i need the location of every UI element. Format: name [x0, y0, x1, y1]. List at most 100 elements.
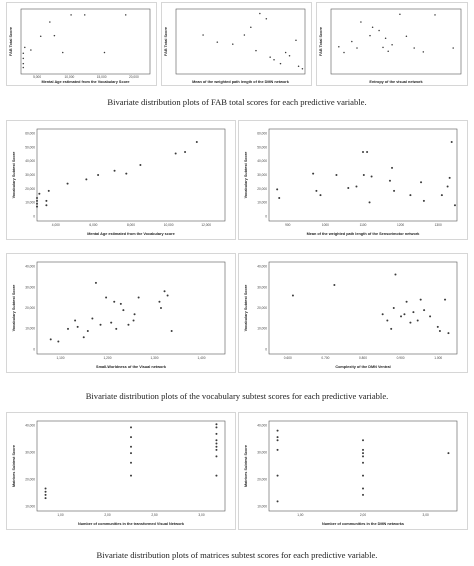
chart-svg-vocab-smallworld: 1,100 1,200 1,300 1,400 0 10,000 20,000 30,000 4… — [12, 261, 226, 369]
data-point — [139, 163, 142, 166]
data-point — [362, 174, 365, 176]
data-point — [366, 151, 369, 153]
data-point — [355, 185, 358, 188]
data-point — [276, 448, 279, 451]
y-tick-label: 30,000 — [257, 285, 267, 289]
data-point — [370, 175, 373, 178]
data-point — [387, 50, 389, 52]
data-point — [158, 300, 161, 303]
data-point — [166, 294, 169, 297]
x-tick-label: 12,000 — [201, 223, 211, 227]
y-tick-label: 20,000 — [257, 306, 267, 310]
data-point — [276, 439, 279, 442]
x-axis-label: Number of communities in the DMN network… — [322, 522, 404, 526]
data-point — [447, 452, 450, 455]
data-point — [452, 47, 454, 49]
data-point — [38, 192, 41, 195]
data-point — [130, 436, 132, 439]
data-point — [413, 47, 415, 49]
data-point — [232, 43, 234, 45]
data-point — [381, 313, 384, 316]
x-axis-label: Mean of the weighted path length of the … — [192, 80, 290, 84]
y-tick-label: 30,000 — [25, 285, 35, 289]
data-point — [215, 442, 218, 445]
data-point — [66, 182, 69, 185]
plot-area — [36, 128, 226, 222]
data-point — [362, 493, 364, 496]
data-point — [130, 461, 132, 464]
data-point — [215, 426, 218, 429]
data-point — [125, 172, 128, 175]
data-point — [319, 194, 322, 197]
scatter-panel-matrices-dmn: 1,00 2,00 3,00 10,000 20,000 30,000 40,000 Numb… — [238, 412, 468, 530]
data-point — [276, 500, 279, 503]
data-point — [412, 311, 415, 314]
chart-svg-vocab-complexity: 0.600 0.700 0.800 0.900 1.000 0 10,000 20,000 30… — [244, 261, 458, 369]
data-point — [44, 493, 47, 496]
y-tick-label: 0 — [33, 347, 35, 351]
data-point — [99, 323, 102, 326]
scatter-panel-vocab-path: 900 1000 1100 1200 1300 0 10,000 20,000 30,000 40… — [238, 120, 468, 240]
data-point — [130, 445, 132, 448]
x-axis-label: Mental Age estimated from the Vocabulary… — [87, 232, 175, 236]
data-point — [343, 51, 345, 54]
data-point — [49, 21, 51, 23]
x-tick-label: 1300 — [435, 223, 442, 227]
x-tick-label: 1,00 — [297, 513, 303, 517]
data-point — [47, 189, 50, 192]
x-axis-label: Mental Age estimated from the Vocabulary… — [42, 80, 130, 84]
x-axis-label: Entropy of the visual network — [369, 80, 423, 84]
data-point — [44, 487, 47, 490]
data-point — [124, 14, 127, 16]
x-tick-label: 3,00 — [423, 513, 429, 517]
x-tick-label: 1200 — [397, 223, 404, 227]
data-point — [295, 39, 297, 41]
data-point — [371, 26, 374, 28]
data-point — [130, 474, 132, 477]
data-point — [335, 174, 338, 176]
y-tick-label: 40,000 — [257, 424, 267, 428]
data-point — [301, 68, 304, 70]
data-point — [288, 55, 291, 57]
data-point — [36, 205, 38, 208]
data-point — [338, 45, 340, 48]
chart-svg-fab-entropy: Entropy of the visual network FAB Total S… — [319, 8, 462, 84]
y-tick-label: 10,000 — [257, 327, 267, 331]
data-point — [279, 62, 282, 65]
scatter-panel-fab-path: Mean of the weighted path length of the … — [161, 2, 312, 86]
chart-svg-matrices-dmn: 1,00 2,00 3,00 10,000 20,000 30,000 40,000 Numb… — [244, 420, 458, 526]
data-point — [66, 327, 69, 330]
data-point — [276, 429, 279, 432]
data-point — [91, 317, 94, 320]
data-point — [362, 452, 364, 455]
data-point — [170, 330, 173, 332]
data-point — [215, 448, 218, 451]
y-tick-label: 10,000 — [25, 327, 35, 331]
x-tick-label: 1100 — [360, 223, 367, 227]
data-point — [133, 313, 136, 316]
data-point — [82, 336, 85, 339]
data-point — [159, 307, 162, 309]
y-axis-label: FAB Total Score — [164, 27, 168, 56]
data-point — [391, 166, 394, 169]
data-point — [49, 338, 52, 341]
caption-vocab: Bivariate distribution plots of the voca… — [85, 391, 389, 401]
y-tick-label: 50,000 — [257, 145, 267, 149]
data-point — [215, 455, 218, 458]
y-tick-label: 40,000 — [257, 265, 267, 269]
y-axis-label: Vocabulary Subtest Score — [12, 285, 16, 332]
x-axis-label: Number of communities in the transformed… — [78, 522, 185, 526]
y-tick-label: 40,000 — [257, 159, 267, 163]
data-point — [390, 327, 393, 330]
data-point — [115, 327, 118, 330]
y-tick-label: 30,000 — [257, 451, 267, 455]
data-point — [422, 51, 425, 53]
data-point — [399, 13, 401, 15]
x-tick-label: 0.700 — [321, 356, 329, 360]
plot-area — [330, 8, 462, 75]
y-tick-label: 50,000 — [25, 145, 35, 149]
data-point — [22, 52, 25, 54]
x-tick-label: 2,00 — [360, 513, 366, 517]
x-tick-label: 5,000 — [33, 75, 41, 79]
